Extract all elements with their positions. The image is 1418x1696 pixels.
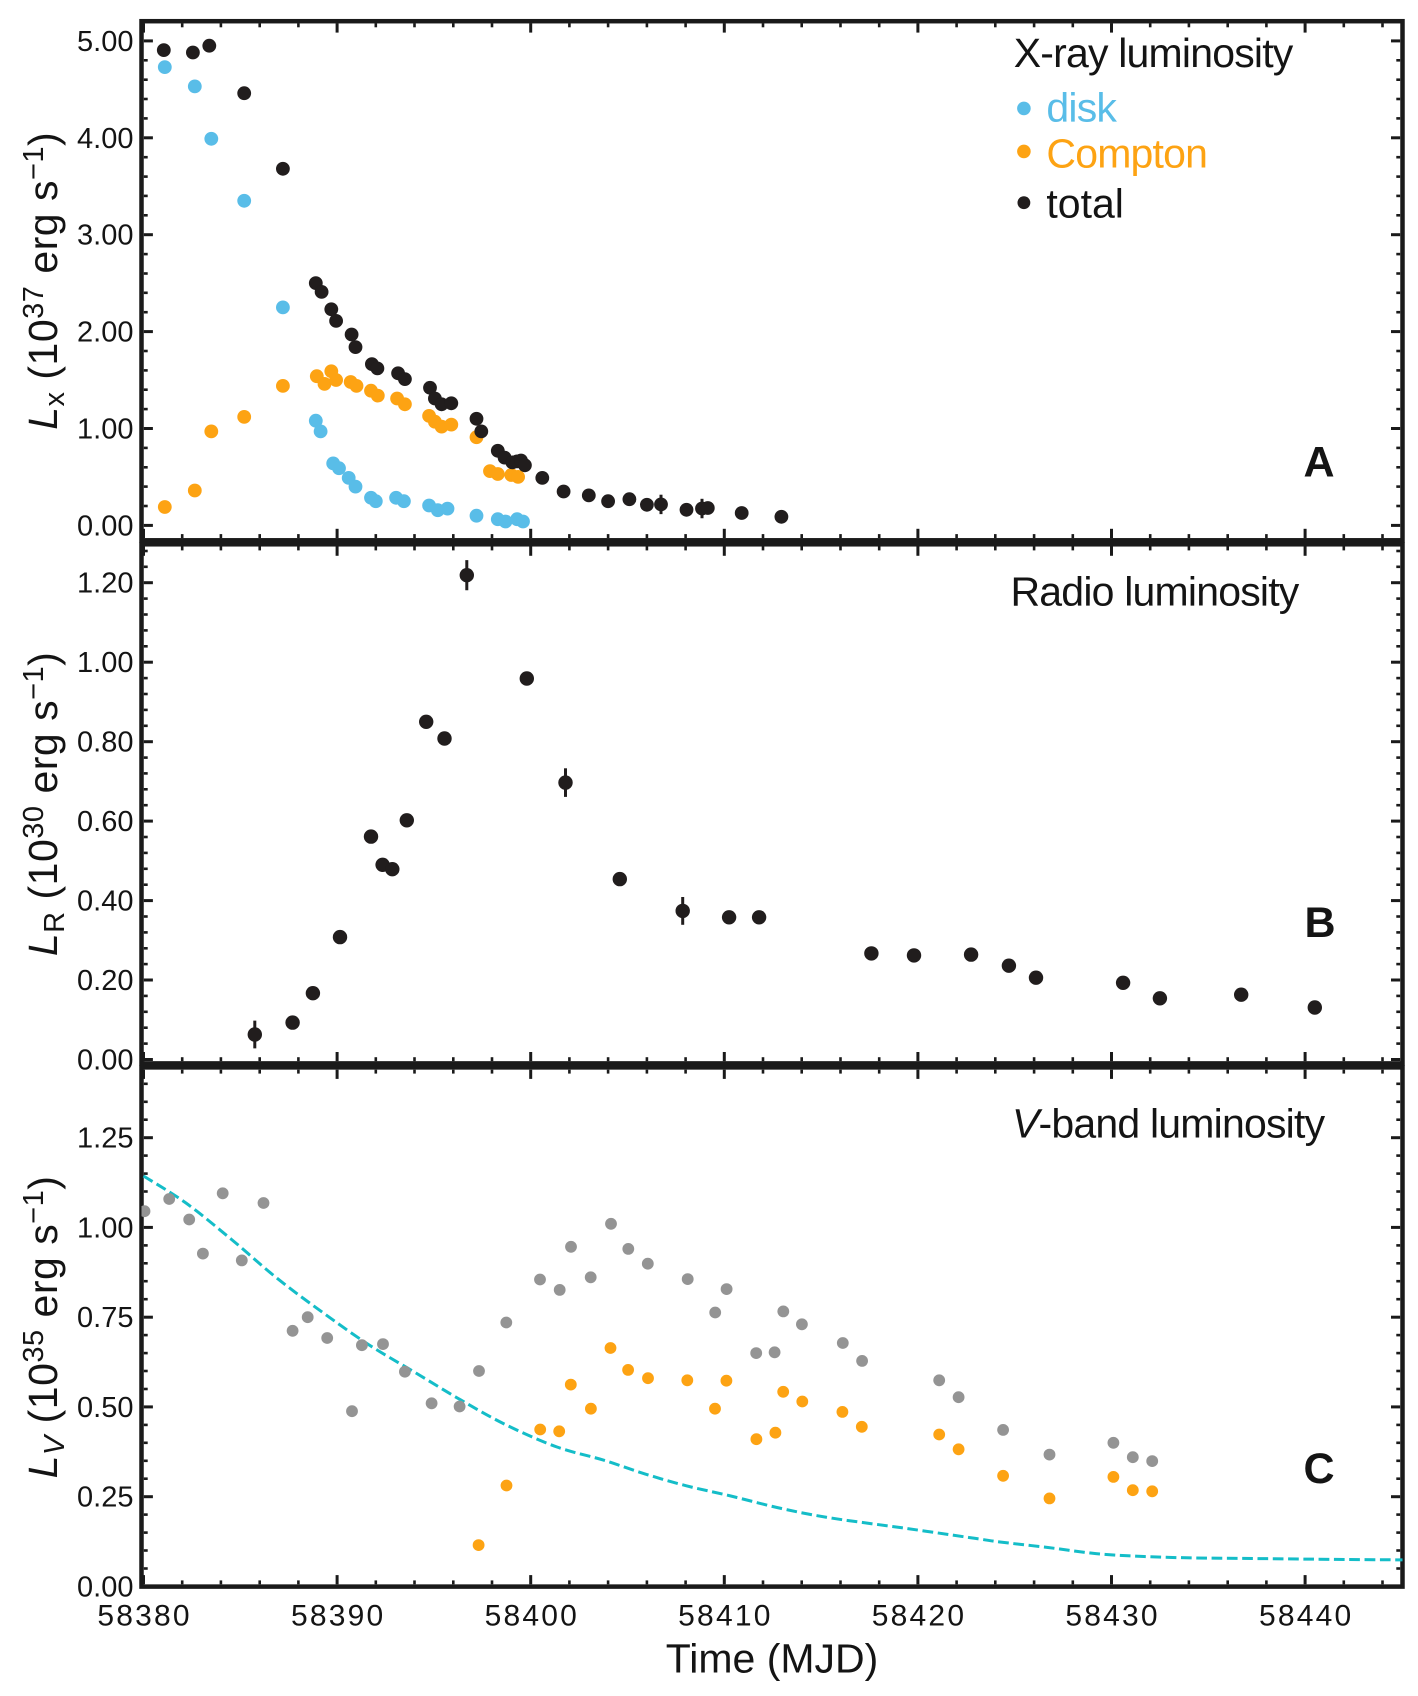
svg-text:0.60: 0.60	[77, 806, 133, 838]
svg-text:0.40: 0.40	[77, 886, 133, 918]
svg-text:0.00: 0.00	[77, 1571, 133, 1603]
svg-text:Lx (1037 erg s−1): Lx (1037 erg s−1)	[18, 132, 71, 430]
svg-text:1.00: 1.00	[77, 1212, 133, 1244]
svg-text:58400: 58400	[485, 1600, 579, 1633]
svg-text:X-ray luminosity: X-ray luminosity	[1014, 30, 1294, 76]
svg-text:0.50: 0.50	[77, 1392, 133, 1424]
svg-text:58390: 58390	[291, 1600, 385, 1633]
svg-text:Compton: Compton	[1046, 131, 1207, 177]
svg-text:Time (MJD): Time (MJD)	[666, 1636, 879, 1682]
svg-text:4.00: 4.00	[77, 123, 133, 155]
svg-text:58430: 58430	[1065, 1600, 1159, 1633]
svg-text:1.25: 1.25	[77, 1123, 133, 1155]
svg-text:0.75: 0.75	[77, 1302, 133, 1334]
svg-text:LR (1030 erg s−1): LR (1030 erg s−1)	[18, 652, 71, 956]
svg-text:5.00: 5.00	[77, 26, 133, 58]
svg-text:1.00: 1.00	[77, 647, 133, 679]
svg-text:58420: 58420	[872, 1600, 966, 1633]
svg-text:58410: 58410	[678, 1600, 772, 1633]
svg-text:LV (1035 erg s−1): LV (1035 erg s−1)	[18, 1176, 71, 1479]
svg-text:0.80: 0.80	[77, 727, 133, 759]
svg-text:1.20: 1.20	[77, 568, 133, 600]
svg-text:0.00: 0.00	[77, 1045, 133, 1077]
svg-text:1.00: 1.00	[77, 414, 133, 446]
svg-text:58380: 58380	[97, 1600, 191, 1633]
svg-text:0.20: 0.20	[77, 965, 133, 997]
svg-text:3.00: 3.00	[77, 220, 133, 252]
svg-text:disk: disk	[1046, 84, 1117, 130]
svg-text:C: C	[1303, 1445, 1334, 1493]
svg-text:total: total	[1046, 180, 1124, 226]
svg-text:A: A	[1303, 439, 1334, 487]
svg-text:Radio luminosity: Radio luminosity	[1011, 569, 1300, 615]
svg-text:V-band luminosity: V-band luminosity	[1012, 1101, 1326, 1147]
svg-text:B: B	[1304, 899, 1335, 947]
svg-text:2.00: 2.00	[77, 317, 133, 349]
svg-text:0.00: 0.00	[77, 510, 133, 542]
svg-text:0.25: 0.25	[77, 1482, 133, 1514]
svg-text:58440: 58440	[1259, 1600, 1353, 1633]
